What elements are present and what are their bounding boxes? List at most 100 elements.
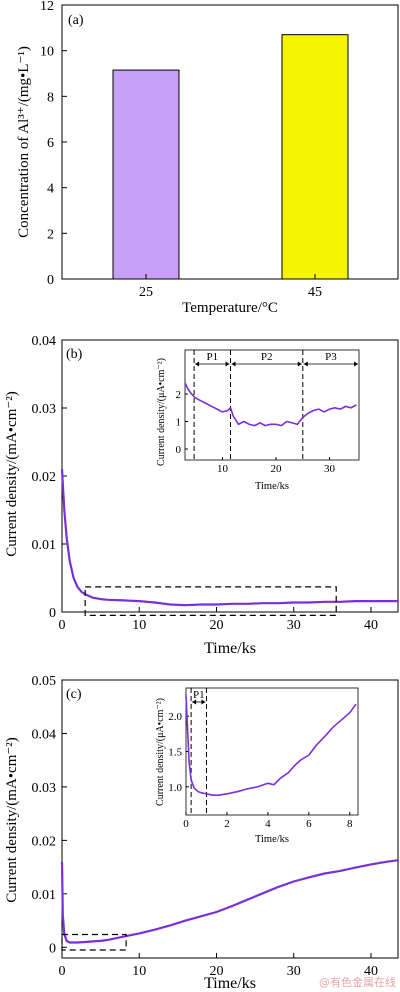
panel-b-highlight-box [84, 586, 337, 617]
inset-y-tick-label: 0 [176, 444, 182, 456]
y-tick-label: 0 [47, 273, 54, 288]
phase-label: P1 [206, 351, 218, 363]
inset-x-tick-label: 4 [265, 818, 271, 830]
panel-c-y-axis-label: Current density/(mA•cm⁻²) [4, 737, 20, 903]
panel-c-x-axis-label: Time/ks [204, 975, 256, 992]
bar-45 [281, 34, 349, 280]
y-tick-label: 0.03 [32, 402, 57, 417]
phase-arrowhead-right [201, 699, 206, 705]
panel-c-inset-y-axis-label: Current density/(μA•cm⁻²) [155, 698, 166, 806]
panel-c-highlight-box [61, 933, 127, 951]
panel-b-x-axis-label: Time/ks [204, 640, 256, 657]
panel-a-y-axis-label: Concentration of Al³⁺/(mg•L⁻¹) [16, 46, 32, 238]
x-tick-label: 10 [132, 964, 146, 979]
inset-series-line-0 [184, 382, 357, 427]
y-tick-label: 0.01 [32, 888, 57, 903]
panel-a-y-ticks: 0 2 4 6 8 10 12 [40, 0, 67, 288]
panel-b-series [60, 469, 398, 607]
panel-c: (c) 00.010.020.030.040.05 0 10 20 30 40 Time… [4, 674, 399, 992]
panel-c-x-ticks: 0 10 20 30 40 [59, 953, 378, 979]
phase-arrowhead-left [192, 699, 197, 705]
inset-x-tick-label: 30 [324, 463, 336, 475]
y-tick-label: 0.03 [32, 781, 57, 796]
panel-c-inset-x-axis-label: Time/ks [255, 834, 289, 845]
panel-b-y-ticks: 0 0.01 0.02 0.03 0.04 [32, 334, 67, 621]
y-tick-label: 10 [40, 45, 54, 60]
inset-y-tick-label: 1.5 [168, 747, 182, 759]
panel-b-inset: 0 1 2 10 20 30 P1 P2 P3 Time/ks Current densit… [156, 345, 394, 496]
panel-a-bars [112, 34, 349, 280]
x-tick-label: 10 [132, 618, 146, 633]
y-tick-label: 4 [47, 182, 54, 197]
x-tick-label: 25 [139, 285, 153, 300]
inset-x-tick-label: 6 [306, 818, 312, 830]
phase-arrowhead-right [225, 361, 230, 367]
y-tick-label: 8 [47, 90, 54, 105]
x-tick-label: 40 [364, 964, 378, 979]
inset-x-tick-label: 2 [224, 818, 230, 830]
phase-arrowhead-right [354, 361, 358, 367]
x-tick-label: 0 [59, 618, 66, 633]
phase-arrowhead-left [195, 361, 200, 367]
panel-b-inset-phase-dividers: P1 P2 P3 [193, 350, 358, 460]
panel-c-inset: 1.0 1.5 2.0 0 2 4 6 8 P1 Time/ks Current densi… [150, 685, 370, 845]
x-tick-label: 30 [287, 964, 301, 979]
panel-a-x-axis-label: Temperature/°C [182, 300, 278, 316]
panel-c-inset-frame [150, 685, 370, 835]
panel-b-inset-plot [184, 349, 360, 461]
phase-label: P1 [193, 689, 205, 701]
panel-b-inset-y-ticks: 0 1 2 [176, 389, 188, 456]
panel-b-inset-x-ticks: 10 20 30 [217, 457, 336, 475]
x-tick-label: 40 [364, 618, 378, 633]
zoom-region-box [84, 586, 337, 617]
y-tick-label: 0.04 [32, 334, 57, 349]
phase-arrowhead-left [231, 361, 236, 367]
inset-y-tick-label: 2.0 [168, 711, 182, 723]
series-line-0 [60, 859, 399, 944]
y-tick-label: 0 [49, 606, 56, 621]
panel-b-inset-series [184, 382, 357, 427]
bar-25 [112, 69, 180, 280]
inset-y-tick-label: 2 [176, 389, 182, 401]
panel-c-inset-y-ticks: 1.0 1.5 2.0 [168, 711, 189, 794]
phase-label: P2 [261, 351, 273, 363]
inset-x-tick-label: 10 [217, 463, 229, 475]
panel-b-label: (b) [66, 347, 83, 362]
y-tick-label: 12 [40, 0, 54, 14]
panel-c-inset-series [185, 695, 357, 796]
y-tick-label: 0 [49, 941, 56, 956]
panel-c-inset-x-ticks: 0 2 4 6 8 [183, 812, 353, 830]
x-tick-label: 45 [308, 285, 322, 300]
panel-c-series [60, 859, 399, 944]
y-tick-label: 2 [47, 227, 54, 242]
inset-series-line-0 [185, 695, 357, 796]
inset-y-tick-label: 1.0 [168, 782, 182, 794]
panel-c-y-ticks: 0 0.01 0.02 0.03 0.04 0.05 [32, 674, 67, 956]
panel-c-label: (c) [66, 687, 82, 702]
series-line-0 [60, 469, 398, 607]
phase-label: P3 [325, 351, 337, 363]
panel-b-y-axis-label: Current density/(mA•cm⁻²) [4, 391, 20, 557]
phase-arrowhead-left [303, 361, 308, 367]
inset-y-tick-label: 1 [176, 417, 182, 429]
panel-b-inset-x-axis-label: Time/ks [255, 481, 289, 492]
panel-b-x-ticks: 0 10 20 30 40 [59, 607, 378, 633]
panel-a-x-ticks: 25 45 [139, 274, 322, 300]
y-tick-label: 0.05 [32, 674, 57, 689]
panel-c-frame [61, 679, 399, 959]
panel-b-inset-y-axis-label: Current density/(μA•cm⁻²) [156, 358, 167, 466]
panel-a-label: (a) [68, 13, 84, 28]
x-tick-label: 20 [209, 964, 223, 979]
y-tick-label: 0.02 [32, 834, 57, 849]
inset-x-tick-label: 0 [183, 818, 189, 830]
panel-a: (a) 0 2 4 6 8 10 12 25 45 Temperature/°C Concen… [16, 0, 399, 316]
y-tick-label: 0.01 [32, 538, 57, 553]
y-tick-label: 6 [47, 136, 54, 151]
panel-b: (b) 00.010.020.030.04 0 10 20 30 40 Time/ks … [4, 334, 399, 657]
watermark: @有色金属在线 [319, 975, 396, 989]
y-tick-label: 0.02 [32, 470, 57, 485]
x-tick-label: 0 [59, 964, 66, 979]
inset-x-tick-label: 20 [271, 463, 283, 475]
inset-x-tick-label: 8 [347, 818, 353, 830]
